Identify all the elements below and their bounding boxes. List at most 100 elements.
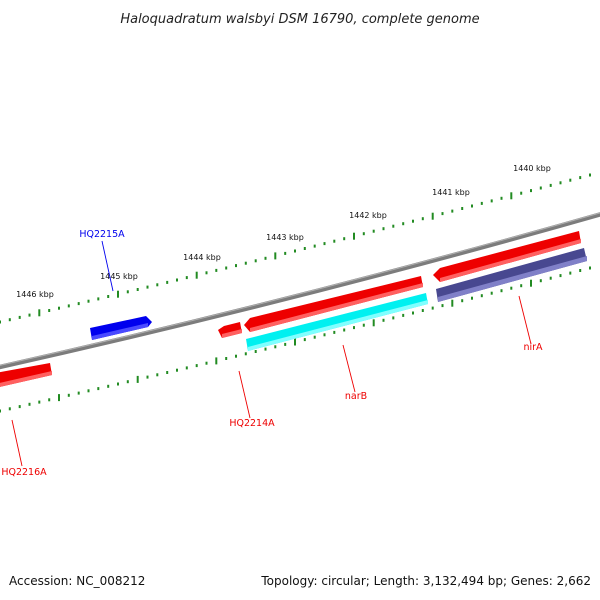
- minor-tick: [8, 407, 11, 411]
- minor-tick: [392, 224, 395, 228]
- minor-tick: [313, 335, 316, 339]
- minor-tick: [490, 291, 493, 295]
- label-hq2216a[interactable]: HQ2216A: [1, 467, 47, 478]
- minor-tick: [87, 389, 90, 393]
- feature-narb-cyan[interactable]: [246, 293, 428, 351]
- gene-hq2216a[interactable]: [0, 363, 52, 388]
- minor-tick: [421, 309, 424, 312]
- major-tick: [58, 394, 60, 402]
- minor-tick: [146, 285, 149, 289]
- tick-label-1445: 1445 kbp: [100, 272, 138, 281]
- minor-tick: [303, 247, 306, 250]
- minor-tick: [156, 283, 159, 287]
- minor-tick: [0, 320, 1, 324]
- minor-tick: [264, 256, 267, 260]
- minor-tick: [244, 261, 247, 265]
- minor-tick: [136, 288, 139, 291]
- minor-tick: [510, 286, 513, 290]
- minor-tick: [215, 268, 218, 272]
- minor-tick: [549, 276, 552, 280]
- major-tick: [431, 212, 434, 220]
- minor-tick: [18, 315, 21, 319]
- minor-tick: [185, 366, 188, 370]
- minor-tick: [323, 333, 326, 337]
- minor-tick: [195, 364, 198, 368]
- minor-tick: [559, 181, 562, 185]
- minor-tick: [549, 183, 552, 187]
- minor-tick: [589, 173, 591, 177]
- minor-tick: [28, 402, 31, 406]
- minor-tick: [87, 299, 90, 303]
- minor-tick: [77, 391, 80, 395]
- tick-labels: 1440 kbp 1441 kbp 1442 kbp 1443 kbp 1444…: [16, 164, 551, 299]
- minor-tick: [353, 326, 355, 330]
- major-tick: [117, 290, 119, 298]
- accession-text: Accession: NC_008212: [9, 574, 146, 588]
- minor-tick: [412, 219, 414, 223]
- major-tick: [274, 252, 277, 260]
- minor-tick: [126, 380, 129, 384]
- minor-tick: [97, 387, 100, 391]
- minor-tick: [500, 289, 503, 293]
- minor-tick: [303, 338, 306, 342]
- major-tick: [353, 232, 355, 240]
- minor-tick: [579, 176, 582, 180]
- minor-tick: [166, 280, 169, 284]
- minor-tick: [176, 368, 178, 372]
- features: [0, 231, 587, 388]
- minor-tick: [589, 266, 591, 270]
- gene-hq2215a[interactable]: [90, 316, 152, 340]
- label-leaders: [11, 240, 532, 467]
- minor-tick: [402, 313, 405, 317]
- minor-tick: [107, 295, 110, 298]
- minor-tick: [254, 259, 257, 263]
- minor-tick: [392, 316, 395, 320]
- minor-tick: [520, 284, 523, 288]
- gene-hq2214a[interactable]: [218, 322, 242, 338]
- major-tick: [372, 319, 375, 327]
- minor-tick: [333, 330, 336, 334]
- label-narb[interactable]: narB: [345, 391, 367, 402]
- minor-tick: [559, 274, 562, 278]
- map-title: Haloquadratum walsbyi DSM 16790, complet…: [120, 12, 479, 27]
- tick-label-1441: 1441 kbp: [432, 188, 470, 197]
- outer-tick-ring: [0, 173, 591, 324]
- minor-tick: [235, 354, 237, 358]
- minor-tick: [225, 357, 228, 360]
- minor-tick: [402, 222, 405, 226]
- minor-tick: [480, 201, 483, 205]
- minor-tick: [146, 375, 149, 379]
- minor-tick: [176, 278, 178, 282]
- minor-tick: [372, 229, 375, 233]
- genome-summary-text: Topology: circular; Length: 3,132,494 bp…: [261, 574, 591, 588]
- minor-tick: [18, 405, 21, 409]
- gene-nira[interactable]: [433, 231, 581, 282]
- minor-tick: [274, 345, 277, 349]
- minor-tick: [343, 328, 346, 332]
- minor-tick: [530, 189, 532, 193]
- minor-tick: [461, 299, 464, 303]
- label-nira[interactable]: nirA: [523, 342, 543, 353]
- minor-tick: [97, 297, 100, 301]
- minor-tick: [254, 350, 257, 353]
- minor-tick: [48, 309, 51, 312]
- major-tick: [136, 375, 139, 383]
- minor-tick: [58, 306, 60, 310]
- major-tick: [294, 338, 296, 346]
- label-hq2214a[interactable]: HQ2214A: [229, 418, 275, 429]
- minor-tick: [156, 373, 159, 377]
- minor-tick: [294, 249, 296, 253]
- minor-tick: [382, 318, 385, 322]
- minor-tick: [244, 352, 247, 356]
- label-hq2215a[interactable]: HQ2215A: [79, 229, 125, 240]
- minor-tick: [471, 296, 473, 300]
- minor-tick: [412, 311, 414, 315]
- major-tick: [38, 309, 41, 317]
- feature-nira-navy[interactable]: [436, 248, 587, 302]
- minor-tick: [421, 217, 424, 221]
- tick-label-1442: 1442 kbp: [349, 211, 387, 220]
- gene-narb[interactable]: [244, 276, 423, 332]
- minor-tick: [520, 191, 523, 195]
- minor-tick: [569, 271, 572, 275]
